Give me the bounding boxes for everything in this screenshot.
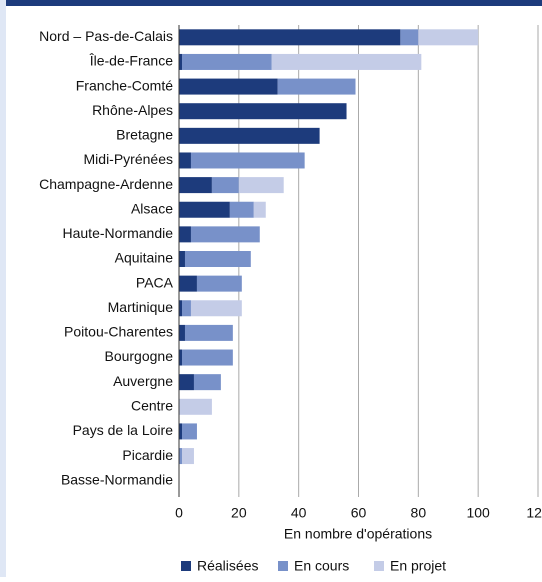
bar-segment: [179, 398, 212, 415]
bar-segment: [196, 275, 242, 292]
y-tick-label: Franche-Comté: [76, 77, 173, 93]
y-tick-label: Île-de-France: [89, 53, 173, 69]
bar-segment: [181, 423, 197, 440]
bar-segment: [179, 275, 197, 292]
bar-segment: [418, 29, 479, 46]
bar-segment: [179, 127, 320, 144]
bar-segment: [179, 423, 182, 440]
bar-segment: [229, 201, 254, 218]
y-tick-label: Alsace: [131, 200, 173, 216]
bar-segment: [277, 78, 356, 95]
bar-segment: [181, 448, 194, 465]
bar-segment: [179, 201, 230, 218]
bar-segment: [181, 53, 272, 70]
bar-segment: [238, 177, 284, 194]
bar-segment: [179, 448, 182, 465]
x-tick-label: 20: [231, 505, 247, 521]
x-tick-label: 120: [526, 505, 542, 521]
bar-segment: [179, 152, 191, 169]
bar-segment: [179, 53, 182, 70]
legend-swatch: [374, 561, 384, 571]
bar-segment: [179, 349, 182, 366]
y-tick-label: Auvergne: [113, 373, 173, 389]
bar-segment: [179, 324, 185, 341]
legend-swatch: [278, 561, 288, 571]
y-tick-label: Poitou-Charentes: [64, 324, 173, 340]
y-tick-label: Haute-Normandie: [63, 225, 174, 241]
bar-segment: [179, 300, 182, 317]
legend-swatch: [181, 561, 191, 571]
bar-segment: [193, 374, 221, 391]
legend-label: En cours: [294, 558, 349, 574]
bar-segment: [190, 152, 305, 169]
x-tick-label: 0: [175, 505, 183, 521]
x-tick-label: 80: [411, 505, 427, 521]
bar-segment: [253, 201, 266, 218]
y-tick-label: Basse-Normandie: [61, 471, 173, 487]
y-tick-label: Centre: [131, 397, 173, 413]
bar-segment: [179, 177, 212, 194]
bar-segment: [179, 251, 185, 267]
side-stripe: [0, 0, 6, 577]
legend-label: Réalisées: [197, 558, 258, 574]
x-tick-label: 40: [291, 505, 307, 521]
y-tick-label: PACA: [136, 274, 174, 290]
y-tick-label: Aquitaine: [115, 250, 174, 266]
header-band: [0, 0, 542, 6]
bar-segment: [179, 29, 401, 46]
bar-segment: [179, 226, 191, 243]
legend-label: En projet: [390, 558, 446, 574]
bar-segment: [400, 29, 419, 46]
y-tick-label: Midi-Pyrénées: [84, 151, 173, 167]
y-tick-label: Bourgogne: [104, 348, 173, 364]
bar-segment: [181, 349, 233, 366]
y-tick-label: Picardie: [122, 447, 173, 463]
y-tick-label: Bretagne: [116, 127, 173, 143]
y-tick-label: Martinique: [108, 299, 174, 315]
bar-segment: [184, 251, 251, 267]
x-tick-label: 60: [351, 505, 367, 521]
bar-segment: [179, 374, 194, 391]
y-tick-label: Pays de la Loire: [73, 422, 174, 438]
y-tick-label: Rhône-Alpes: [92, 102, 173, 118]
bar-segment: [181, 300, 191, 317]
bar-segment: [190, 226, 260, 243]
x-axis-label: En nombre d'opérations: [284, 526, 432, 542]
bar-segment: [271, 53, 422, 70]
y-tick-label: Nord – Pas-de-Calais: [39, 28, 173, 44]
y-tick-label: Champagne-Ardenne: [39, 176, 173, 192]
x-tick-label: 100: [466, 505, 490, 521]
bar-segment: [179, 103, 347, 120]
bar-segment: [184, 324, 233, 341]
bar-segment: [190, 300, 242, 317]
bar-segment: [211, 177, 239, 194]
bar-segment: [179, 78, 278, 95]
